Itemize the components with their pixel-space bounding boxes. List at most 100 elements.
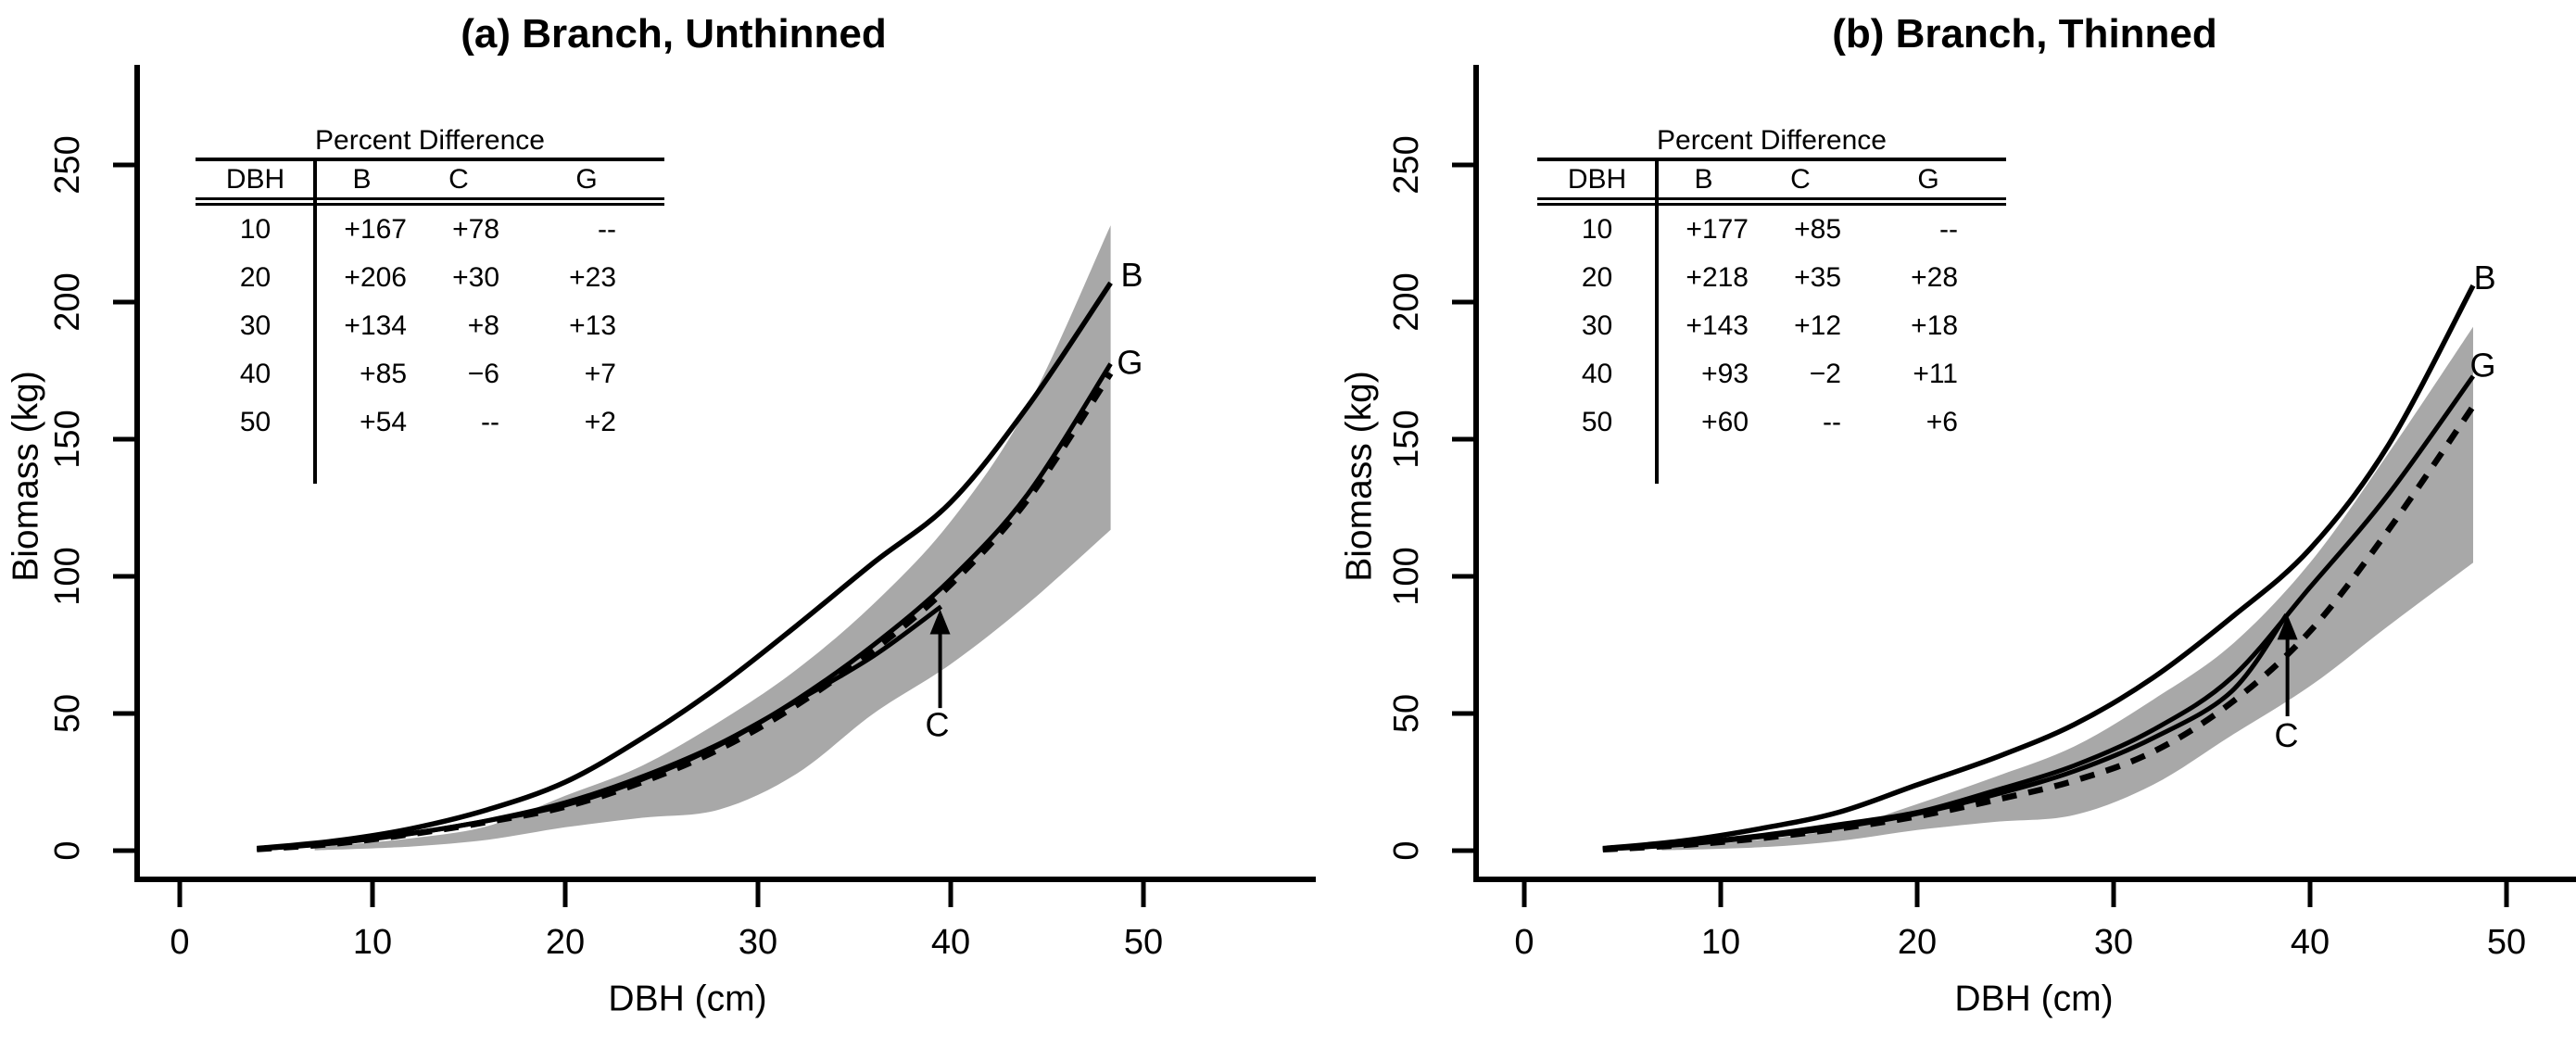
table-cell: +23 bbox=[569, 262, 616, 293]
y-tick-label: 150 bbox=[1387, 410, 1426, 468]
x-tick-label: 30 bbox=[2094, 923, 2133, 962]
x-tick-label: 20 bbox=[1898, 923, 1937, 962]
curve-label-C: C bbox=[925, 705, 949, 743]
y-tick-label: 100 bbox=[48, 547, 87, 605]
y-tick-label: 250 bbox=[48, 135, 87, 194]
x-tick-label: 40 bbox=[2291, 923, 2330, 962]
annotation-arrow-head bbox=[929, 609, 951, 635]
table-cell: +35 bbox=[1794, 262, 1841, 293]
table-header-DBH: DBH bbox=[225, 164, 285, 195]
table-cell: +54 bbox=[360, 407, 407, 437]
y-tick-label: 0 bbox=[1387, 840, 1426, 860]
table-cell: +93 bbox=[1701, 359, 1749, 389]
table-cell: -- bbox=[598, 214, 616, 245]
table-header-G: G bbox=[575, 164, 598, 195]
x-tick-label: 20 bbox=[546, 923, 585, 962]
x-tick-label: 40 bbox=[931, 923, 970, 962]
curve-B bbox=[1602, 284, 2476, 852]
x-tick-label: 30 bbox=[739, 923, 777, 962]
table-vertical-rule bbox=[313, 158, 317, 484]
table-cell: +177 bbox=[1686, 214, 1749, 245]
table-cell: +7 bbox=[584, 359, 616, 389]
y-tick-label: 200 bbox=[48, 272, 87, 331]
table-cell: +134 bbox=[344, 310, 407, 341]
table-header-C: C bbox=[1790, 164, 1811, 195]
table-cell: −6 bbox=[467, 359, 499, 389]
table-cell: +85 bbox=[360, 359, 407, 389]
panel-a-title: (a) Branch, Unthinned bbox=[461, 11, 887, 57]
table-cell: +143 bbox=[1686, 310, 1749, 341]
curve-label-G: G bbox=[1117, 344, 1143, 382]
table-title: Percent Difference bbox=[315, 125, 545, 156]
annotation-arrow-head bbox=[2277, 614, 2298, 640]
x-axis-label: DBH (cm) bbox=[608, 979, 766, 1019]
table-cell: 30 bbox=[239, 310, 271, 341]
table-header-rule bbox=[1537, 197, 2006, 206]
table-header-rule bbox=[196, 197, 664, 206]
table-cell: 30 bbox=[1581, 310, 1613, 341]
table-cell: -- bbox=[1939, 214, 1958, 245]
curve-label-C: C bbox=[2275, 716, 2299, 754]
table-cell: +12 bbox=[1794, 310, 1841, 341]
x-tick-label: 10 bbox=[353, 923, 392, 962]
curve-B bbox=[256, 281, 1113, 852]
x-tick-label: 0 bbox=[170, 923, 189, 962]
table-top-rule bbox=[196, 158, 664, 161]
table-cell: −2 bbox=[1809, 359, 1841, 389]
table-cell: +8 bbox=[467, 310, 499, 341]
table-top-rule bbox=[1537, 158, 2006, 161]
y-tick-label: 200 bbox=[1387, 272, 1426, 331]
y-tick-label: 100 bbox=[1387, 547, 1426, 605]
table-cell: +30 bbox=[452, 262, 499, 293]
y-tick-label: 50 bbox=[1387, 694, 1426, 733]
table-cell: 10 bbox=[1581, 214, 1613, 245]
x-tick-label: 50 bbox=[1124, 923, 1163, 962]
table-vertical-rule bbox=[1655, 158, 1659, 484]
table-header-DBH: DBH bbox=[1567, 164, 1627, 195]
table-header-B: B bbox=[352, 164, 372, 195]
table-cell: +78 bbox=[452, 214, 499, 245]
confidence-band bbox=[314, 225, 1111, 851]
curve-reference bbox=[1602, 404, 2476, 853]
table-cell: +11 bbox=[1913, 359, 1958, 389]
table-cell: 20 bbox=[1581, 262, 1613, 293]
table-header-B: B bbox=[1694, 164, 1713, 195]
table-cell: -- bbox=[481, 407, 499, 437]
x-tick-label: 10 bbox=[1701, 923, 1740, 962]
table-cell: +167 bbox=[344, 214, 407, 245]
table-cell: -- bbox=[1823, 407, 1841, 437]
panel-b-title: (b) Branch, Thinned bbox=[1832, 11, 2217, 57]
table-cell: +6 bbox=[1926, 407, 1958, 437]
curve-reference bbox=[256, 372, 1114, 852]
table-cell: +28 bbox=[1911, 262, 1958, 293]
y-axis-label: Biomass (kg) bbox=[1340, 371, 1380, 582]
y-tick-label: 0 bbox=[48, 840, 87, 860]
table-cell: +60 bbox=[1701, 407, 1749, 437]
table-cell: +85 bbox=[1794, 214, 1841, 245]
curve-label-B: B bbox=[1121, 256, 1143, 294]
table-cell: +218 bbox=[1686, 262, 1749, 293]
table-cell: 20 bbox=[239, 262, 271, 293]
table-header-G: G bbox=[1917, 164, 1939, 195]
panel-a: 0 10 20 30 40 50 0 50 100 150 200 250 DBH (cm) Biomas… bbox=[6, 65, 1316, 1019]
table-cell: 40 bbox=[1581, 359, 1613, 389]
table-cell: 50 bbox=[239, 407, 271, 437]
table-cell: 50 bbox=[1581, 407, 1613, 437]
table-cell: +206 bbox=[344, 262, 407, 293]
table-cell: 40 bbox=[239, 359, 271, 389]
table-cell: +18 bbox=[1911, 310, 1958, 341]
x-axis-label: DBH (cm) bbox=[1954, 979, 2113, 1019]
y-axis-label: Biomass (kg) bbox=[6, 371, 46, 582]
x-tick-label: 0 bbox=[1514, 923, 1534, 962]
y-tick-label: 250 bbox=[1387, 135, 1426, 194]
table-cell: 10 bbox=[239, 214, 271, 245]
table-header-C: C bbox=[448, 164, 469, 195]
table-cell: +2 bbox=[584, 407, 616, 437]
y-tick-label: 50 bbox=[48, 694, 87, 733]
x-tick-label: 50 bbox=[2487, 923, 2526, 962]
curve-label-B: B bbox=[2474, 259, 2496, 297]
table-title: Percent Difference bbox=[1657, 125, 1887, 156]
y-tick-label: 150 bbox=[48, 410, 87, 468]
